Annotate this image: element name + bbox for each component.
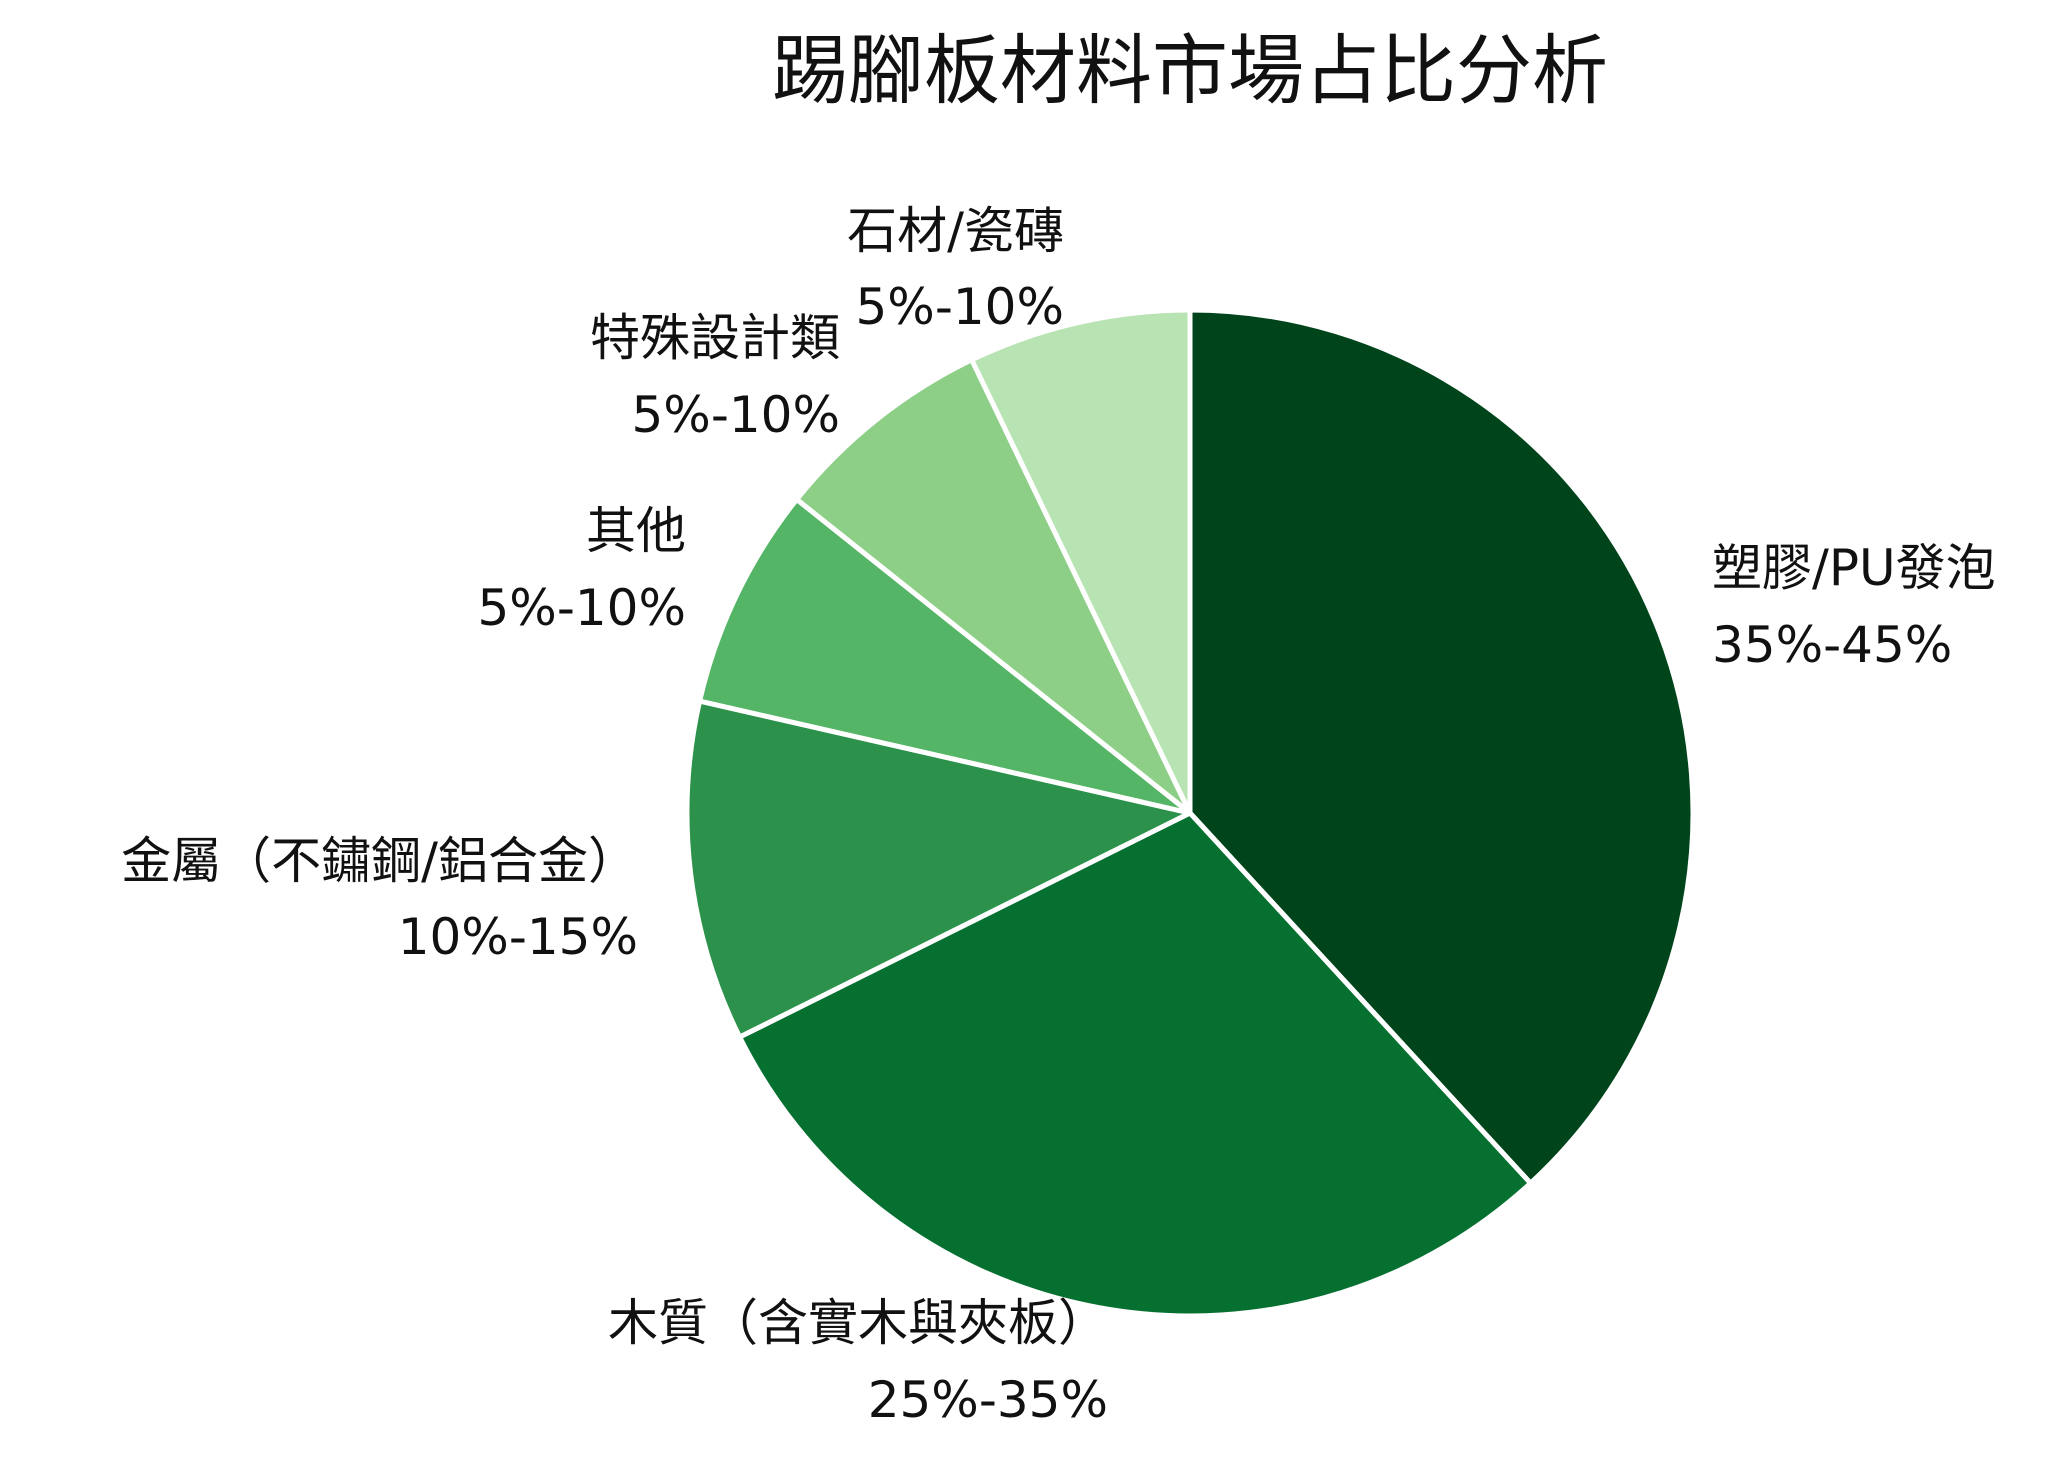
slice-label-other: 其他 xyxy=(586,502,686,560)
pie-slices xyxy=(684,307,1696,1319)
slice-label-special-design: 特殊設計類 xyxy=(590,309,840,367)
pie-slice-other xyxy=(697,496,1193,816)
slice-labels: 塑膠/PU發泡 35%-45% 木質（含實木與夾板） 25%-35% 金屬（不鏽鋼/鋁合… xyxy=(121,202,1995,1429)
slice-label-plastic-pu: 塑膠/PU發泡 xyxy=(1712,539,1996,597)
slice-label-metal: 金屬（不鏽鋼/鋁合金） xyxy=(121,832,638,890)
pie-slice-special-design xyxy=(794,357,1193,816)
slice-label-stone-tile: 石材/瓷磚 xyxy=(847,202,1064,260)
slice-range-wood: 25%-35% xyxy=(868,1371,1108,1429)
slice-range-plastic-pu: 35%-45% xyxy=(1712,616,1952,674)
slice-range-special-design: 5%-10% xyxy=(632,386,841,444)
pie-slice-stone-tile xyxy=(969,307,1193,816)
pie-slice-plastic-pu xyxy=(1187,307,1696,1186)
chart-title: 踢腳板材料市場占比分析 xyxy=(772,26,1608,115)
slice-label-wood: 木質（含實木與夾板） xyxy=(608,1294,1108,1352)
slice-range-other: 5%-10% xyxy=(478,579,687,637)
slice-range-metal: 10%-15% xyxy=(398,908,638,966)
slice-range-stone-tile: 5%-10% xyxy=(856,278,1065,336)
